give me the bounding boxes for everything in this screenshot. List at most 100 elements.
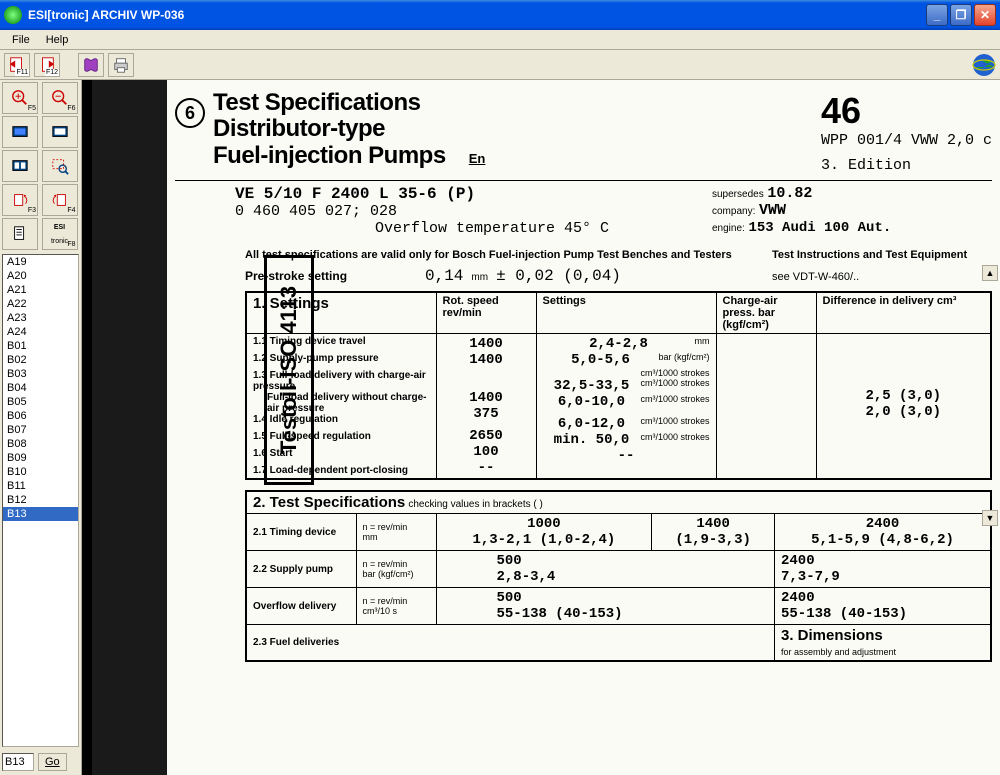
r15-unit: cm³/1000 strokes: [640, 416, 709, 432]
r14-diff: 2,0 (3,0): [823, 404, 985, 420]
section3-header: 3. Dimensions: [781, 627, 883, 644]
esi-tronic-button[interactable]: ESItronicF8: [42, 218, 78, 250]
testoil-text: Testoil-ISO 4113: [276, 286, 302, 454]
doc-header: 6 Test Specifications Distributor-type F…: [175, 90, 992, 174]
page-list-button[interactable]: [2, 218, 38, 250]
tool-grid: F5 F6 F3 F4 ESItronicF8: [0, 80, 81, 252]
minimize-button[interactable]: _: [926, 4, 948, 26]
page-list-item[interactable]: B03: [3, 367, 78, 381]
r12-set: 5,0-5,6: [543, 352, 659, 368]
page-list-item[interactable]: A19: [3, 255, 78, 269]
valid-note: All test specifications are valid only f…: [245, 249, 772, 261]
window-controls: _ ❐ ✕: [926, 4, 996, 26]
r22-c1: 500: [497, 553, 769, 569]
zoom-region-button[interactable]: [42, 150, 78, 182]
col-diff: Difference in delivery cm³: [816, 292, 991, 334]
rotate-left-button[interactable]: F3: [2, 184, 38, 216]
page-list-item[interactable]: B11: [3, 479, 78, 493]
window-title: ESI[tronic] ARCHIV WP-036: [28, 8, 926, 22]
page-list-item[interactable]: A21: [3, 283, 78, 297]
screen1-button[interactable]: [2, 116, 38, 148]
screen2-button[interactable]: [42, 116, 78, 148]
engine-label: engine:: [712, 223, 745, 234]
screen3-button[interactable]: [2, 150, 38, 182]
prestroke-tolerance: ± 0,02 (0,04): [496, 267, 621, 285]
page-list[interactable]: A19A20A21A22A23A24B01B02B03B04B05B06B07B…: [2, 254, 79, 747]
menu-help[interactable]: Help: [38, 32, 77, 48]
r16-set: min. 50,0: [543, 432, 641, 448]
title-lang: En: [469, 151, 486, 166]
zoom-out-button[interactable]: F6: [42, 82, 78, 114]
page-list-item[interactable]: B04: [3, 381, 78, 395]
r12-speed: 1400: [443, 352, 530, 368]
page-list-item[interactable]: B07: [3, 423, 78, 437]
supersedes-label: supersedes: [712, 189, 764, 200]
col-charge: Charge-air press. bar (kgf/cm²): [716, 292, 816, 334]
print-button[interactable]: [108, 53, 134, 77]
next-doc-button[interactable]: F12: [34, 53, 60, 77]
page-list-item[interactable]: B09: [3, 451, 78, 465]
r23-v1: 55-138 (40-153): [497, 606, 769, 622]
goto-input[interactable]: [2, 753, 34, 771]
prestroke-value: 0,14: [425, 267, 463, 285]
r21-c2: 1400: [658, 516, 768, 532]
book-button[interactable]: [78, 53, 104, 77]
maximize-button[interactable]: ❐: [950, 4, 972, 26]
r17-speed: --: [443, 460, 530, 476]
goto-button[interactable]: Go: [38, 753, 67, 771]
doc-meta: VE 5/10 F 2400 L 35-6 (P) 0 460 405 027;…: [175, 185, 992, 237]
r13-unit: cm³/1000 strokes: [640, 368, 709, 378]
document-viewer[interactable]: 6 Test Specifications Distributor-type F…: [82, 80, 1000, 775]
rotate-right-button[interactable]: F4: [42, 184, 78, 216]
r13-speed: 1400: [443, 390, 530, 406]
r22-v2: 7,3-7,9: [781, 569, 984, 585]
r21-v1: 1,3-2,1 (1,0-2,4): [443, 532, 646, 548]
page-list-item[interactable]: A24: [3, 325, 78, 339]
page-list-item[interactable]: B05: [3, 395, 78, 409]
page-list-item[interactable]: B01: [3, 339, 78, 353]
r23-label: Overflow delivery: [246, 588, 356, 625]
page-list-item[interactable]: A22: [3, 297, 78, 311]
doc-page-number: 46: [821, 90, 972, 132]
circle-number: 6: [175, 98, 205, 128]
r14-set: 6,0-10,0: [543, 394, 641, 410]
zoom-in-button[interactable]: F5: [2, 82, 38, 114]
engine-value: 153 Audi 100 Aut.: [748, 220, 891, 236]
globe-icon[interactable]: [972, 53, 996, 77]
menu-file[interactable]: File: [4, 32, 38, 48]
test-spec-table: 2. Test Specifications checking values i…: [245, 490, 992, 662]
f12-label: F12: [45, 69, 59, 76]
title-line2: Distributor-type: [213, 116, 813, 142]
page-list-item[interactable]: B12: [3, 493, 78, 507]
r22-u1: n = rev/min: [363, 559, 430, 569]
page-list-item[interactable]: B13: [3, 507, 78, 521]
main-toolbar: F11 F12: [0, 50, 1000, 80]
model-code: VE 5/10 F 2400 L 35-6 (P): [235, 185, 712, 203]
page-list-item[interactable]: B06: [3, 409, 78, 423]
app-icon: [4, 6, 22, 24]
settings-table: 1. Settings Rot. speed rev/min Settings …: [245, 291, 992, 480]
page-list-item[interactable]: A20: [3, 269, 78, 283]
page-list-item[interactable]: B10: [3, 465, 78, 479]
r22-label: 2.2 Supply pump: [246, 551, 356, 588]
page-list-item[interactable]: B02: [3, 353, 78, 367]
doc-black-margin: [92, 80, 167, 775]
title-block: Test Specifications Distributor-type Fue…: [213, 90, 813, 169]
close-button[interactable]: ✕: [974, 4, 996, 26]
r21-label: 2.1 Timing device: [246, 514, 356, 551]
prev-doc-button[interactable]: F11: [4, 53, 30, 77]
overflow-temp: Overflow temperature 45° C: [375, 220, 712, 237]
page-list-item[interactable]: B08: [3, 437, 78, 451]
col-settings: Settings: [536, 292, 716, 334]
page-list-item[interactable]: A23: [3, 311, 78, 325]
wpp-code: WPP 001/4 VWW 2,0 c: [821, 132, 992, 149]
r16-unit: cm³/1000 strokes: [640, 432, 709, 448]
doc-page: 6 Test Specifications Distributor-type F…: [167, 80, 1000, 775]
r23-c2: 2400: [781, 590, 984, 606]
scroll-down-arrow[interactable]: ▼: [982, 510, 998, 526]
scroll-up-arrow[interactable]: ▲: [982, 265, 998, 281]
left-panel: F5 F6 F3 F4 ESItronicF8 A19A20A21A22A23A…: [0, 80, 82, 775]
spec-note: All test specifications are valid only f…: [245, 249, 992, 261]
section2-header: 2. Test Specifications: [253, 494, 405, 511]
company-value: VWW: [759, 202, 786, 219]
